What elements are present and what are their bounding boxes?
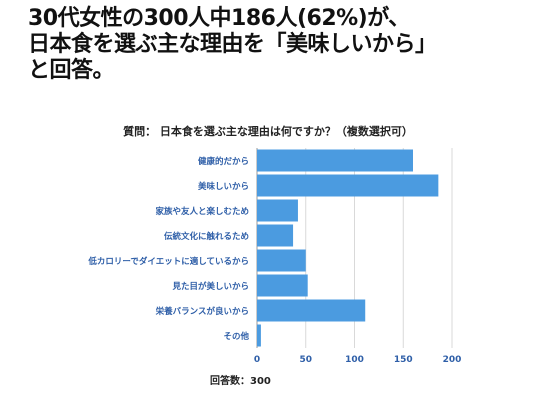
bar-6	[257, 274, 308, 297]
x-tick-label-2: 100	[345, 355, 364, 365]
category-label-8: その他	[223, 331, 249, 342]
category-label-6: 見た目が美しいから	[171, 281, 249, 292]
headline: 30代女性の300人中186人(62%)が、 日本食を選ぶ主な理由を「美味しいか…	[28, 6, 528, 84]
headline-line-2: 日本食を選ぶ主な理由を「美味しいから」	[28, 32, 437, 57]
category-label-2: 美味しいから	[198, 181, 249, 192]
category-label-1: 健康的だから	[198, 156, 249, 167]
bar-5	[257, 249, 306, 272]
category-label-5: 低カロリーでダイエットに適しているから	[87, 256, 249, 267]
headline-line-3: と回答。	[28, 58, 115, 83]
response-count: 回答数：300	[210, 376, 271, 387]
bar-7	[257, 299, 366, 322]
x-tick-label-1: 50	[299, 355, 312, 365]
bar-4	[257, 224, 294, 247]
bar-1	[257, 149, 413, 172]
x-tick-label-0: 0	[254, 355, 260, 365]
category-label-4: 伝統文化に触れるため	[164, 231, 249, 242]
headline-line-1: 30代女性の300人中186人(62%)が、	[28, 6, 410, 31]
bar-8	[257, 324, 261, 347]
category-label-7: 栄養バランスが良いから	[155, 306, 249, 317]
bar-2	[257, 174, 439, 197]
category-label-3: 家族や友人と楽しむため	[155, 206, 249, 217]
x-tick-label-3: 150	[394, 355, 413, 365]
x-tick-label-4: 200	[443, 355, 462, 365]
chart-title: 質問： 日本食を選ぶ主な理由は何ですか？（複数選択可）	[123, 125, 413, 138]
bar-3	[257, 199, 298, 222]
